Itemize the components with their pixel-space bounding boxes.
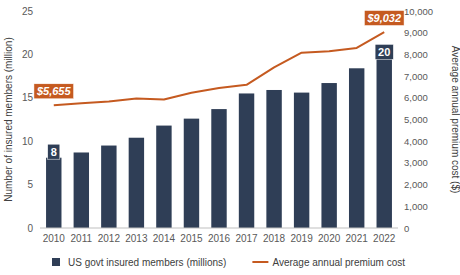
y2-tick-label: 7,000: [404, 71, 428, 82]
bar: [129, 138, 144, 228]
y2-axis-title: Average annual premium cost ($): [450, 46, 460, 194]
data-label: 8: [48, 144, 60, 159]
x-tick-label: 2021: [346, 233, 369, 244]
x-tick-label: 2014: [153, 233, 176, 244]
bar: [377, 58, 392, 228]
y-tick-label: 10: [22, 136, 34, 147]
legend-label: US govt insured members (millions): [68, 257, 226, 268]
bar: [239, 93, 254, 228]
data-label: 20: [375, 44, 393, 59]
x-tick-label: 2015: [180, 233, 203, 244]
bar: [74, 152, 89, 228]
y-tick-label: 15: [22, 92, 34, 103]
y2-tick-label: 2,000: [404, 179, 428, 190]
legend-label: Average annual premium cost: [272, 257, 405, 268]
data-label-text: $9,032: [366, 12, 401, 24]
data-label-box: [34, 84, 74, 99]
x-tick-label: 2022: [373, 233, 396, 244]
legend-swatch: [52, 258, 60, 266]
y-tick-label: 0: [27, 223, 33, 234]
y2-tick-label: 8,000: [404, 49, 428, 60]
bar: [321, 83, 336, 228]
data-label-text: 8: [51, 146, 57, 158]
data-label-box: [375, 44, 393, 59]
bar: [266, 90, 281, 228]
y2-tick-label: 0: [404, 223, 409, 234]
data-label-text: $5,655: [36, 85, 72, 97]
x-axis-line: [40, 228, 398, 229]
legend-swatch: [252, 261, 268, 263]
x-tick-label: 2016: [208, 233, 231, 244]
bar: [46, 158, 61, 228]
x-tick-label: 2018: [263, 233, 286, 244]
x-tick-label: 2020: [318, 233, 341, 244]
data-label: $9,032: [364, 11, 404, 26]
x-tick-label: 2013: [125, 233, 148, 244]
y-axis-title: Number of insured members (million): [3, 37, 14, 202]
bar: [294, 93, 309, 228]
bar: [156, 126, 171, 228]
legend: US govt insured members (millions) Averag…: [52, 257, 405, 268]
y2-tick-label: 10,000: [404, 6, 433, 17]
y2-tick-label: 9,000: [404, 27, 428, 38]
bar: [101, 146, 116, 228]
y2-tick-label: 3,000: [404, 157, 428, 168]
chart: 0 5 10 15 20 25 0 1,000 2,000 3,000 4,000 5,000 6,00…: [0, 0, 460, 275]
plot-area: [46, 32, 392, 228]
x-tick-label: 2017: [235, 233, 258, 244]
bar: [184, 119, 199, 228]
x-tick-label: 2011: [71, 233, 93, 244]
data-label-text: 20: [378, 46, 390, 58]
x-tick-label: 2019: [290, 233, 313, 244]
y-tick-label: 25: [22, 6, 34, 17]
data-label-box: [364, 11, 404, 26]
data-label-box: [48, 144, 60, 159]
data-label: $5,655: [34, 84, 74, 99]
y2-tick-label: 4,000: [404, 136, 428, 147]
y2-tick-label: 6,000: [404, 92, 428, 103]
x-tick-label: 2012: [98, 233, 121, 244]
y2-tick-label: 5,000: [404, 114, 428, 125]
y-tick-label: 5: [27, 179, 33, 190]
y-tick-label: 20: [22, 49, 34, 60]
bar: [349, 68, 364, 228]
x-tick-label: 2010: [43, 233, 66, 244]
bar: [211, 109, 226, 228]
y2-tick-label: 1,000: [404, 201, 428, 212]
line: [54, 32, 384, 105]
